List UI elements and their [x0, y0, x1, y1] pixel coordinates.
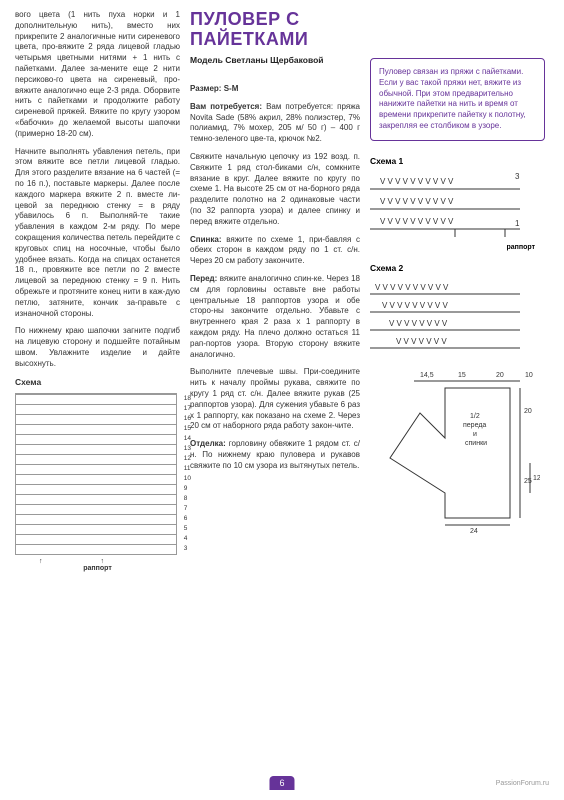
svg-text:1/2: 1/2: [470, 413, 480, 420]
svg-text:спинки: спинки: [465, 440, 487, 447]
schema-label: Схема: [15, 377, 180, 388]
schema-grid: 181716 151413 121110 987 654 3: [15, 393, 177, 555]
body-text: Начните выполнять убавления петель, при …: [15, 147, 180, 320]
technical-drawing: 14,5 15 20 10 20 2512 24 1/2 переда и спинки: [370, 363, 540, 533]
svg-text:14,5: 14,5: [420, 372, 434, 379]
svg-text:и: и: [473, 431, 477, 438]
svg-text:V V V V V V V V V V: V V V V V V V V V V: [380, 197, 454, 206]
svg-text:V V V V V V V V V V: V V V V V V V V V V: [375, 283, 449, 292]
body-text: Спинка: вяжите по схеме 1, при-бавляя с …: [190, 235, 360, 267]
body-text: По нижнему краю шапочки загните подгиб н…: [15, 326, 180, 369]
rapport-label: раппорт: [370, 244, 535, 251]
schema-row-numbers: 181716 151413 121110 987 654 3: [184, 394, 191, 554]
watermark: PassionForum.ru: [496, 780, 549, 787]
svg-text:20: 20: [524, 408, 532, 415]
schema-1-label: Схема 1: [370, 156, 545, 166]
garment-schematic-icon: 14,5 15 20 10 20 2512 24 1/2 переда и спинки: [370, 363, 540, 533]
body-text: Свяжите начальную цепочку из 192 возд. п…: [190, 152, 360, 228]
svg-text:12: 12: [533, 475, 540, 482]
body-text: Вам потребуется: Вам потребуется: пряжа …: [190, 102, 360, 145]
column-right: Пуловер связан из пряжи с пайетками. Есл…: [370, 10, 545, 790]
size-line: Размер: S-M: [190, 84, 360, 95]
svg-text:24: 24: [470, 528, 478, 533]
svg-text:3: 3: [515, 172, 520, 181]
article-title: ПУЛОВЕР С ПАЙЕТКАМИ: [190, 10, 360, 50]
schema-2-label: Схема 2: [370, 263, 545, 273]
svg-text:25: 25: [524, 478, 532, 485]
svg-text:переда: переда: [463, 422, 486, 429]
svg-text:V V V V V V V V V: V V V V V V V V V: [382, 301, 448, 310]
rapport-marker: ↑ ↑: [3, 557, 168, 566]
page-number: 6: [269, 776, 294, 790]
schema-2-diagram: V V V V V V V V V V V V V V V V V V V V …: [370, 276, 520, 358]
body-text: Отделка: горловину обвяжите 1 рядом ст. …: [190, 439, 360, 471]
body-text: Выполните плечевые швы. При-соедините ни…: [190, 367, 360, 432]
svg-text:15: 15: [458, 372, 466, 379]
page: вого цвета (1 нить пуха норки и 1 дополн…: [0, 0, 564, 790]
svg-text:10: 10: [525, 372, 533, 379]
stitch-pattern-icon: V V V V V V V V V V V V V V V V V V V V …: [370, 169, 520, 239]
column-middle: ПУЛОВЕР С ПАЙЕТКАМИ Модель Светланы Щерб…: [190, 10, 360, 790]
body-text: Перед: вяжите аналогично спин-ке. Через …: [190, 274, 360, 360]
body-text: вого цвета (1 нить пуха норки и 1 дополн…: [15, 10, 180, 140]
tip-box: Пуловер связан из пряжи с пайетками. Есл…: [370, 58, 545, 141]
author: Модель Светланы Щербаковой: [190, 55, 360, 66]
svg-text:V V V V V V V V: V V V V V V V V: [389, 319, 448, 328]
svg-text:20: 20: [496, 372, 504, 379]
svg-text:1: 1: [515, 219, 520, 228]
schema-1-diagram: V V V V V V V V V V V V V V V V V V V V …: [370, 169, 520, 239]
stitch-pattern-icon: V V V V V V V V V V V V V V V V V V V V …: [370, 276, 520, 358]
svg-text:V V V V V V V V V V: V V V V V V V V V V: [380, 217, 454, 226]
column-left: вого цвета (1 нить пуха норки и 1 дополн…: [15, 10, 180, 790]
svg-text:V V V V V V V V V V: V V V V V V V V V V: [380, 177, 454, 186]
svg-text:V V V V V V V: V V V V V V V: [396, 337, 447, 346]
